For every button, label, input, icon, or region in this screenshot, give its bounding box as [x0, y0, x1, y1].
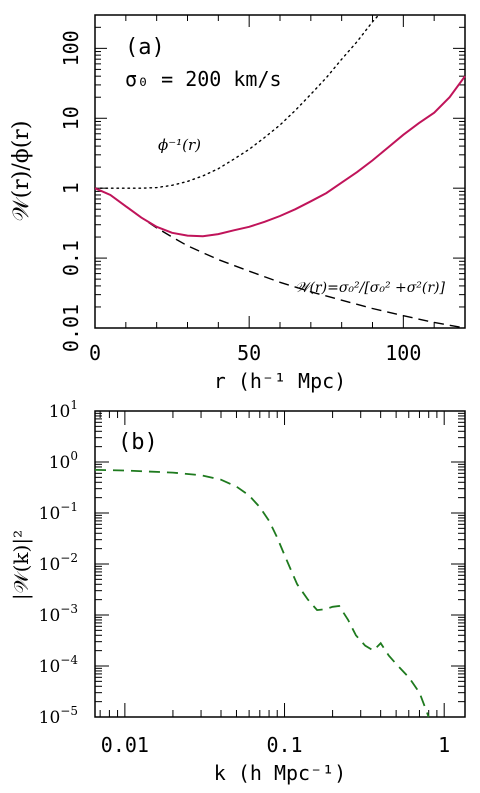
y-tick-label-b: 10−5	[39, 704, 78, 728]
series-line-b	[94, 469, 430, 718]
x-axis-label-a: r (h⁻¹ Mpc)	[214, 369, 346, 393]
plot-frame-b	[94, 410, 466, 718]
y-tick-label-a: 10	[59, 106, 83, 130]
series-line-a	[94, 75, 466, 238]
ticks-b	[95, 410, 465, 718]
annotation-phi-inverse: ϕ⁻¹(r)	[158, 136, 201, 154]
panel-b: 0.01 0.1 1 10−5 10−4 10−3 10−2 10−1 100 101 (b) k…	[9, 398, 466, 785]
annotation-w-formula: 𝒲(r)=σ₀²/[σ₀² +σ²(r)]	[295, 280, 446, 296]
y-tick-label-b: 10−2	[39, 551, 78, 575]
y-tick-label-b: 10−1	[39, 500, 78, 524]
y-tick-label-b: 100	[49, 449, 78, 473]
series-a	[94, 14, 466, 329]
y-tick-label-b: 10−4	[39, 653, 79, 677]
y-tick-label-a: 0.01	[59, 304, 83, 352]
tick-labels-a: 0 50 100 0.01 0.1 1 10 100	[59, 30, 421, 365]
ticks-a	[94, 14, 466, 329]
y-tick-label-a: 0.1	[59, 240, 83, 276]
series-line-a	[94, 14, 380, 189]
series-line-a	[94, 187, 466, 329]
x-tick-label-b: 0.1	[266, 733, 302, 757]
y-axis-label-b: |𝒲(k)|²	[9, 530, 34, 600]
panel-label-b: (b)	[118, 430, 158, 455]
x-tick-label-a: 50	[237, 341, 261, 365]
x-tick-label-a: 0	[89, 341, 101, 365]
panel-a: 0 50 100 0.01 0.1 1 10 100 (a) σ₀ = 200 km/s ϕ⁻…	[9, 14, 466, 393]
x-tick-label-b: 1	[438, 733, 450, 757]
tick-labels-b: 0.01 0.1 1 10−5 10−4 10−3 10−2 10−1 100 101	[39, 398, 451, 757]
y-tick-label-a: 100	[59, 30, 83, 66]
y-axis-label-a: 𝒲(r)/ϕ(r)	[9, 121, 34, 222]
x-tick-label-b: 0.01	[101, 733, 149, 757]
y-tick-label-a: 1	[59, 182, 83, 194]
y-tick-label-b: 101	[49, 398, 78, 422]
y-tick-label-b: 10−3	[39, 602, 78, 626]
panel-label-a: (a)	[125, 35, 165, 60]
sigma-annotation: σ₀ = 200 km/s	[125, 67, 282, 91]
x-tick-label-a: 100	[385, 341, 421, 365]
x-axis-label-b: k (h Mpc⁻¹)	[214, 761, 346, 785]
series-b	[94, 469, 430, 718]
